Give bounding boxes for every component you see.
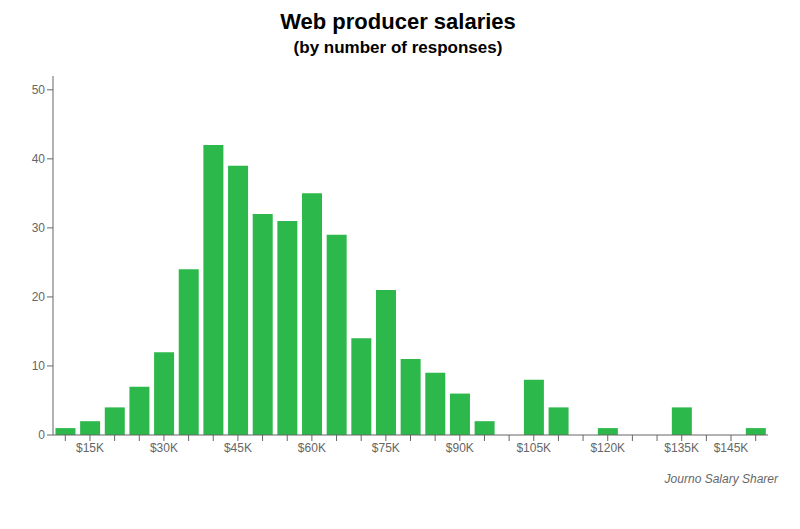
svg-text:40: 40: [32, 152, 46, 166]
svg-text:$105K: $105K: [516, 441, 551, 455]
svg-text:$145K: $145K: [714, 441, 749, 455]
svg-text:$90K: $90K: [446, 441, 474, 455]
svg-text:$120K: $120K: [590, 441, 625, 455]
html-text:(by number of responses): (by number of responses): [293, 38, 503, 57]
svg-text:$30K: $30K: [150, 441, 178, 455]
svg-text:20: 20: [32, 290, 46, 304]
svg-text:$45K: $45K: [224, 441, 252, 455]
svg-text:30: 30: [32, 221, 46, 235]
html-text:Web producer salaries: Web producer salaries: [280, 9, 516, 34]
svg-text:10: 10: [32, 359, 46, 373]
svg-text:$75K: $75K: [372, 441, 400, 455]
svg-text:$15K: $15K: [76, 441, 104, 455]
svg-text:$60K: $60K: [298, 441, 326, 455]
svg-text:50: 50: [32, 83, 46, 97]
html-text:Journo Salary Sharer: Journo Salary Sharer: [664, 472, 778, 486]
svg-text:0: 0: [38, 428, 45, 442]
svg-text:$135K: $135K: [664, 441, 699, 455]
